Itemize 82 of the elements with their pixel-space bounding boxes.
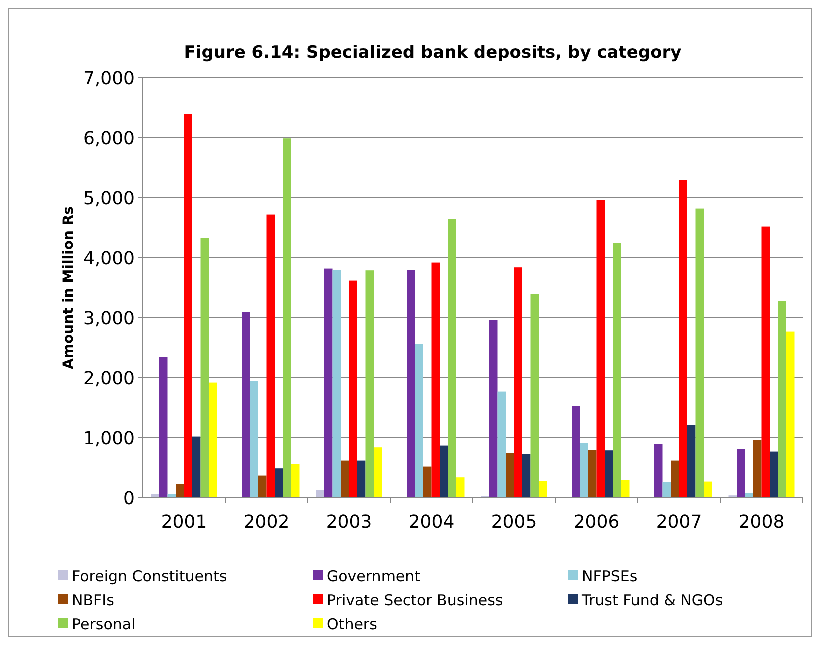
x-tick-label: 2003 <box>326 512 372 533</box>
bar <box>539 481 548 498</box>
bar <box>374 448 382 498</box>
bar <box>770 452 778 498</box>
bar <box>762 226 770 498</box>
y-tick-label: 4,000 <box>83 248 135 270</box>
legend-label: Foreign Constituents <box>72 567 228 586</box>
bar <box>605 450 614 498</box>
legend-label: Others <box>327 615 378 634</box>
bar <box>654 444 663 498</box>
x-tick-label: 2004 <box>408 512 455 533</box>
bar <box>778 301 786 498</box>
chart-title: Figure 6.14: Specialized bank deposits, by category <box>184 43 682 63</box>
bar <box>160 357 168 498</box>
legend-label: Personal <box>72 615 136 634</box>
bar <box>498 392 506 498</box>
bar <box>192 436 201 498</box>
bar <box>250 381 258 498</box>
bar <box>613 243 622 498</box>
bar <box>407 270 416 498</box>
bar <box>596 200 605 498</box>
y-tick-label: 2,000 <box>83 368 135 390</box>
x-tick-label: 2002 <box>244 512 290 533</box>
bar <box>266 214 275 498</box>
bar <box>490 320 498 498</box>
bar <box>506 453 514 498</box>
bar <box>522 454 531 498</box>
y-tick-label: 1,000 <box>83 428 135 450</box>
bar <box>324 268 333 498</box>
bar <box>754 440 762 498</box>
bar <box>530 294 539 498</box>
bar <box>358 460 366 498</box>
bar <box>275 468 284 498</box>
y-axis-title: Amount in Million Rs <box>61 206 77 370</box>
bar <box>440 446 448 498</box>
bar <box>242 312 250 498</box>
bar <box>786 332 795 498</box>
bar <box>432 262 440 498</box>
x-tick-label: 2005 <box>491 512 538 533</box>
x-tick-label: 2008 <box>738 512 785 533</box>
bar <box>671 460 680 498</box>
bar <box>662 482 671 498</box>
bar <box>679 180 688 498</box>
x-tick-label: 2001 <box>161 512 208 533</box>
bar <box>456 478 465 498</box>
legend-label: NFPSEs <box>582 567 638 586</box>
bar <box>704 482 712 498</box>
bar <box>292 464 300 498</box>
y-tick-label: 5,000 <box>83 188 135 210</box>
bar <box>283 138 292 498</box>
bar <box>622 480 630 498</box>
bar <box>580 443 588 498</box>
bar <box>745 493 754 498</box>
bar <box>737 449 746 498</box>
legend-label: Private Sector Business <box>327 591 504 610</box>
bar <box>514 268 522 498</box>
bar <box>258 476 267 498</box>
y-tick-label: 6,000 <box>83 128 135 150</box>
x-tick-label: 2006 <box>574 512 620 533</box>
y-tick-label: 0 <box>124 488 135 510</box>
bar <box>688 425 696 498</box>
bar <box>200 238 209 498</box>
bar <box>209 382 218 498</box>
legend-label: NBFIs <box>72 591 115 610</box>
x-tick-label: 2007 <box>656 512 702 533</box>
bar <box>332 270 341 498</box>
bar <box>415 344 424 498</box>
bar <box>588 450 597 498</box>
bar <box>349 280 358 498</box>
legend-label: Trust Fund & NGOs <box>581 591 724 610</box>
bar <box>316 490 324 498</box>
legend-label: Government <box>327 567 421 586</box>
y-tick-label: 7,000 <box>83 68 135 90</box>
bar <box>696 208 704 498</box>
bar <box>366 270 374 498</box>
bar <box>424 466 432 498</box>
bar <box>448 219 456 498</box>
bar <box>341 460 350 498</box>
bar <box>184 114 192 498</box>
bar <box>176 484 184 498</box>
bar <box>572 406 580 498</box>
y-tick-label: 3,000 <box>83 308 135 330</box>
